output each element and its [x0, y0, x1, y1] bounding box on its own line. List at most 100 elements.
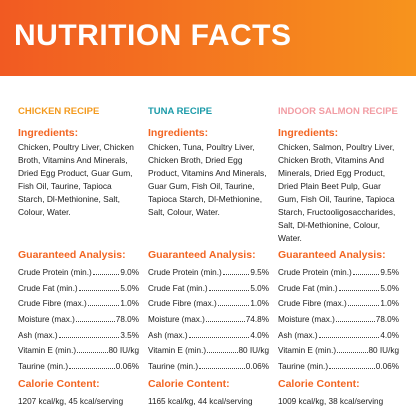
analysis-value: 5.0%: [380, 283, 399, 293]
analysis-row: Vitamin E (min.) 80 IU/kg: [148, 343, 269, 359]
ingredients-text: Chicken, Tuna, Poultry Liver, Chicken Br…: [148, 142, 267, 217]
dot-leader: [329, 362, 375, 369]
analysis-label: Vitamin E (min.): [278, 346, 337, 356]
dot-leader: [188, 331, 250, 338]
analysis-row: Crude Protein (min.) 9.5%: [278, 265, 399, 281]
analysis-row: Ash (max.) 4.0%: [278, 327, 399, 343]
analysis-row: Vitamin E (min.) 80 IU/kg: [18, 343, 139, 359]
analysis-row: Crude Protein (min.) 9.0%: [18, 265, 139, 281]
analysis-label: Crude Protein (min.): [278, 268, 352, 278]
calorie-text: 1009 kcal/kg, 38 kcal/serving: [278, 397, 384, 406]
analysis-label: Vitamin E (min.): [18, 346, 77, 356]
dot-leader: [208, 284, 250, 291]
analysis-label: Crude Protein (min.): [148, 268, 222, 278]
recipe-column: TUNA RECIPE Ingredients: Chicken, Tuna, Po…: [148, 0, 270, 416]
ingredients-heading: Ingredients:: [148, 127, 209, 139]
analysis-label: Crude Fat (min.): [18, 283, 78, 293]
analysis-label: Ash (max.): [18, 330, 58, 340]
calorie-heading: Calorie Content:: [278, 378, 360, 390]
analysis-row: Crude Fat (min.) 5.0%: [278, 281, 399, 297]
dot-leader: [78, 284, 120, 291]
analysis-row: Crude Fibre (max.) 1.0%: [18, 296, 139, 312]
dot-leader: [199, 362, 245, 369]
analysis-list: Crude Protein (min.) 9.5% Crude Fat (min.)…: [278, 265, 399, 374]
analysis-value: 0.06%: [245, 361, 269, 371]
analysis-value: 0.06%: [115, 361, 139, 371]
analysis-label: Crude Fat (min.): [278, 283, 338, 293]
analysis-row: Moisture (max.) 74.8%: [148, 312, 269, 328]
analysis-label: Ash (max.): [148, 330, 188, 340]
dot-leader: [205, 315, 245, 323]
analysis-value: 1.0%: [250, 299, 269, 309]
analysis-label: Crude Protein (min.): [18, 268, 92, 278]
dot-leader: [337, 346, 368, 354]
analysis-row: Ash (max.) 3.5%: [18, 327, 139, 343]
analysis-value: 9.5%: [380, 268, 399, 278]
analysis-value: 3.5%: [120, 330, 139, 340]
dot-leader: [92, 268, 120, 276]
analysis-label: Moisture (max.): [148, 315, 205, 325]
analysis-row: Taurine (min.) 0.06%: [278, 359, 399, 375]
recipe-column: CHICKEN RECIPE Ingredients: Chicken, Poult…: [18, 0, 140, 416]
dot-leader: [75, 315, 115, 323]
analysis-value: 1.0%: [120, 299, 139, 309]
dot-leader: [217, 299, 250, 307]
analysis-label: Moisture (max.): [18, 315, 75, 325]
analysis-label: Taurine (min.): [278, 361, 329, 371]
analysis-label: Moisture (max.): [278, 315, 335, 325]
analysis-row: Crude Fibre (max.) 1.0%: [148, 296, 269, 312]
calorie-heading: Calorie Content:: [18, 378, 100, 390]
analysis-value: 80 IU/kg: [238, 346, 270, 356]
ingredients-heading: Ingredients:: [278, 127, 339, 139]
analysis-value: 5.0%: [120, 283, 139, 293]
analysis-label: Vitamin E (min.): [148, 346, 207, 356]
dot-leader: [338, 284, 380, 291]
analysis-label: Taurine (min.): [148, 361, 199, 371]
analysis-label: Crude Fibre (max.): [278, 299, 347, 309]
dot-leader: [335, 315, 375, 323]
analysis-value: 80 IU/kg: [108, 346, 140, 356]
analysis-heading: Guaranteed Analysis:: [278, 249, 386, 261]
analysis-label: Ash (max.): [278, 330, 318, 340]
dot-leader: [352, 268, 380, 276]
calorie-text: 1207 kcal/kg, 45 kcal/serving: [18, 397, 124, 406]
analysis-value: 80 IU/kg: [368, 346, 400, 356]
analysis-row: Taurine (min.) 0.06%: [18, 359, 139, 375]
ingredients-text: Chicken, Salmon, Poultry Liver, Chicken …: [278, 142, 396, 243]
analysis-label: Crude Fat (min.): [148, 283, 208, 293]
analysis-value: 5.0%: [250, 283, 269, 293]
dot-leader: [77, 346, 108, 354]
analysis-heading: Guaranteed Analysis:: [148, 249, 256, 261]
calorie-heading: Calorie Content:: [148, 378, 230, 390]
analysis-row: Ash (max.) 4.0%: [148, 327, 269, 343]
header-band: NUTRITION FACTS: [0, 0, 416, 76]
analysis-row: Crude Fat (min.) 5.0%: [148, 281, 269, 297]
analysis-label: Crude Fibre (max.): [18, 299, 87, 309]
dot-leader: [87, 299, 120, 307]
analysis-row: Taurine (min.) 0.06%: [148, 359, 269, 375]
analysis-row: Crude Protein (min.) 9.5%: [148, 265, 269, 281]
analysis-list: Crude Protein (min.) 9.0% Crude Fat (min.)…: [18, 265, 139, 374]
analysis-value: 9.5%: [250, 268, 269, 278]
analysis-row: Crude Fat (min.) 5.0%: [18, 281, 139, 297]
analysis-heading: Guaranteed Analysis:: [18, 249, 126, 261]
title: NUTRITION FACTS: [14, 19, 292, 52]
analysis-value: 78.0%: [115, 315, 139, 325]
recipe-column: INDOOR SALMON RECIPE Ingredients: Chicken,…: [278, 0, 400, 416]
calorie-text: 1165 kcal/kg, 44 kcal/serving: [148, 397, 253, 406]
recipe-name: TUNA RECIPE: [148, 106, 213, 117]
analysis-row: Moisture (max.) 78.0%: [278, 312, 399, 328]
analysis-value: 78.0%: [375, 315, 399, 325]
dot-leader: [222, 268, 250, 276]
dot-leader: [318, 331, 380, 338]
analysis-list: Crude Protein (min.) 9.5% Crude Fat (min.)…: [148, 265, 269, 374]
analysis-label: Crude Fibre (max.): [148, 299, 217, 309]
analysis-value: 1.0%: [380, 299, 399, 309]
ingredients-text: Chicken, Poultry Liver, Chicken Broth, V…: [18, 142, 134, 217]
dot-leader: [207, 346, 238, 354]
analysis-label: Taurine (min.): [18, 361, 69, 371]
analysis-row: Crude Fibre (max.) 1.0%: [278, 296, 399, 312]
analysis-value: 9.0%: [120, 268, 139, 278]
analysis-row: Vitamin E (min.) 80 IU/kg: [278, 343, 399, 359]
